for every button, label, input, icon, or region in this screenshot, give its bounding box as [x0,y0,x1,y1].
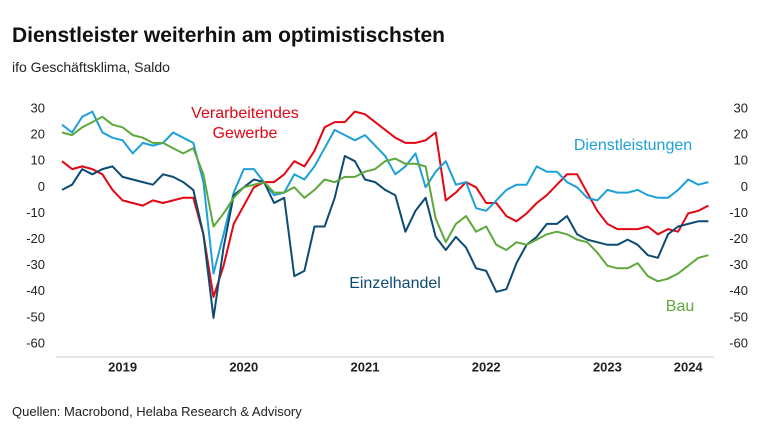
y2-tick-label: 10 [734,153,748,168]
y2-tick-label: -30 [729,257,748,272]
y-tick-label: 20 [31,127,45,142]
x-tick-label: 2024 [674,359,704,374]
chart-subtitle: ifo Geschäftsklima, Saldo [12,59,170,75]
series-line [61,115,709,283]
series-line [61,155,709,319]
series-label: Verarbeitendes Gewerbe [191,105,299,142]
x-tick-label: 2020 [229,359,258,374]
series-label: Dienstleistungen [573,137,693,154]
series-label: Einzelhandel [349,275,441,292]
y-tick-label: -10 [26,205,45,220]
y-tick-label: -40 [26,283,45,298]
series-label: Bau [665,298,695,315]
y-tick-label: -50 [26,309,45,324]
y2-tick-label: -60 [729,335,748,350]
y-tick-label: 10 [31,153,45,168]
x-tick-label: 2022 [472,359,501,374]
y-tick-label: -60 [26,335,45,350]
series-line [61,110,709,275]
y2-tick-label: 0 [741,179,748,194]
y2-tick-label: 30 [734,100,748,115]
x-tick-label: 2023 [593,359,622,374]
y2-tick-label: -40 [729,283,748,298]
y2-tick-label: -20 [729,231,748,246]
source-note: Quellen: Macrobond, Helaba Research & Ad… [12,404,302,419]
x-tick-label: 2019 [108,359,137,374]
y-tick-label: 0 [38,179,45,194]
y-tick-label: -30 [26,257,45,272]
y2-tick-label: 20 [734,127,748,142]
x-tick-label: 2021 [351,359,380,374]
chart-title: Dienstleister weiterhin am optimistischs… [12,24,445,47]
series-line [61,110,709,298]
y-tick-label: -20 [26,231,45,246]
y2-tick-label: -50 [729,309,748,324]
y-tick-label: 30 [31,100,45,115]
y2-tick-label: -10 [729,205,748,220]
